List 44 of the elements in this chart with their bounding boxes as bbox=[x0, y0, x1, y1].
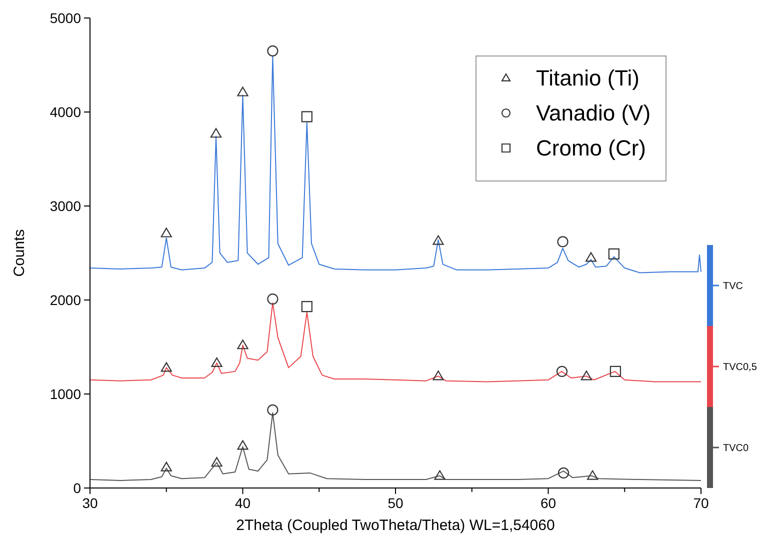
point bbox=[160, 462, 172, 472]
y-tick-label: 0 bbox=[73, 480, 82, 496]
legend-label: TVC0 bbox=[723, 443, 749, 454]
point bbox=[587, 470, 598, 480]
point bbox=[557, 236, 568, 248]
legend-label: Cromo (Cr) bbox=[536, 136, 646, 161]
point bbox=[160, 362, 172, 372]
y-axis-title: Counts bbox=[11, 229, 28, 277]
point bbox=[237, 86, 248, 96]
point bbox=[301, 301, 312, 312]
point bbox=[211, 357, 222, 368]
point bbox=[432, 235, 444, 245]
point bbox=[610, 366, 622, 377]
x-tick-label: 40 bbox=[234, 495, 251, 511]
point bbox=[267, 45, 278, 56]
y-tick-label: 1000 bbox=[50, 386, 82, 402]
point bbox=[211, 457, 222, 467]
legend-label: Vanadio (V) bbox=[536, 100, 651, 126]
point bbox=[237, 440, 248, 450]
point bbox=[301, 111, 312, 122]
y-tick-label: 3000 bbox=[50, 198, 82, 214]
point bbox=[585, 252, 597, 262]
point bbox=[556, 366, 568, 377]
point bbox=[210, 128, 222, 138]
point bbox=[267, 404, 278, 416]
x-tick-label: 70 bbox=[693, 495, 709, 511]
y-tick-label: 5000 bbox=[50, 10, 82, 26]
x-axis-title: 2Theta (Coupled TwoTheta/Theta) WL=1,54060 bbox=[236, 517, 555, 534]
point bbox=[160, 228, 172, 238]
x-tick-label: 50 bbox=[388, 495, 404, 511]
point bbox=[434, 470, 446, 480]
point bbox=[237, 340, 248, 350]
legend-label: TVC0,5 bbox=[723, 362, 758, 373]
y-tick-label: 2000 bbox=[50, 292, 82, 308]
legend-label: Titanio (Ti) bbox=[536, 66, 640, 91]
point bbox=[608, 248, 620, 260]
x-tick-label: 60 bbox=[540, 495, 556, 511]
point bbox=[267, 294, 278, 305]
legend-label: TVC bbox=[723, 281, 743, 292]
y-tick-label: 4000 bbox=[50, 104, 82, 120]
point bbox=[558, 467, 570, 478]
point bbox=[580, 370, 592, 380]
x-tick-label: 30 bbox=[82, 495, 98, 511]
point bbox=[432, 370, 444, 380]
